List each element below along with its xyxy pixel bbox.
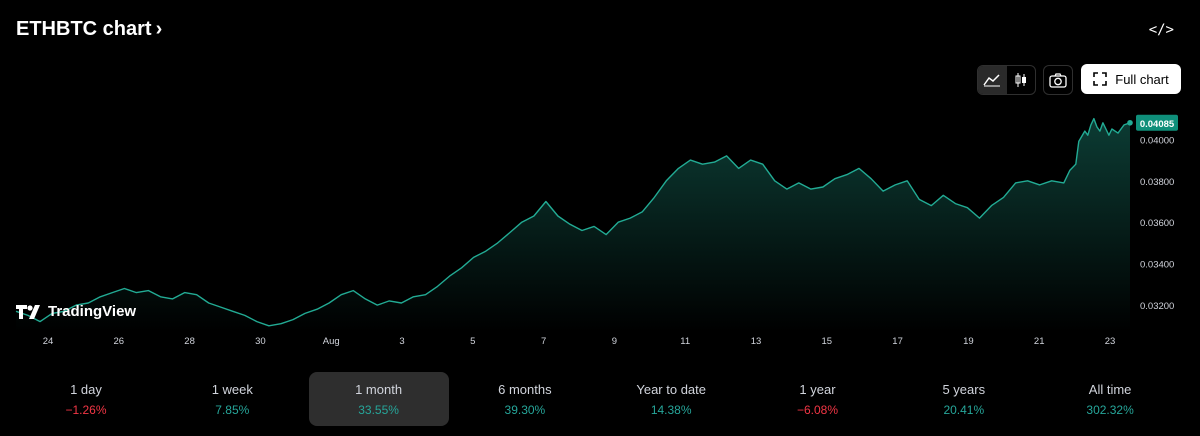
- period-tab[interactable]: 1 week 7.85%: [162, 372, 302, 426]
- x-tick-label: 5: [470, 336, 475, 347]
- x-tick-label: 24: [43, 336, 54, 347]
- y-tick-label: 0.03200: [1140, 301, 1174, 312]
- period-change: 39.30%: [504, 403, 546, 417]
- period-selector: 1 day −1.26% 1 week 7.85% 1 month 33.55% 6 mon…: [0, 372, 1200, 426]
- x-tick-label: 30: [255, 336, 266, 347]
- period-label: 1 week: [211, 382, 253, 397]
- period-change: −6.08%: [796, 403, 839, 417]
- period-change: 33.55%: [358, 403, 399, 417]
- y-tick-label: 0.04000: [1140, 135, 1174, 146]
- candlestick-icon[interactable]: [1007, 66, 1036, 94]
- period-label: 1 year: [799, 382, 836, 397]
- x-tick-label: 7: [541, 336, 546, 347]
- x-tick-label: 3: [399, 336, 404, 347]
- full-chart-label: Full chart: [1115, 71, 1169, 87]
- x-tick-label: 11: [680, 336, 690, 347]
- period-change: 20.41%: [943, 403, 985, 417]
- last-price-badge: [1136, 114, 1178, 131]
- x-tick-label: 23: [1105, 336, 1116, 347]
- x-tick-label: 9: [612, 336, 617, 347]
- embed-code-icon[interactable]: </>: [1148, 22, 1174, 38]
- period-tab[interactable]: 1 month 33.55%: [308, 372, 449, 426]
- price-chart[interactable]: 0.03200 0.03400 0.03600 0.03800 0.04000 0.040…: [0, 100, 1200, 360]
- tradingview-logo-text: TradingView: [48, 303, 137, 320]
- x-tick-label: 13: [751, 336, 762, 347]
- x-tick-label: 21: [1034, 336, 1045, 347]
- expand-icon: [1093, 72, 1108, 86]
- period-tab[interactable]: Year to date 14.38%: [601, 372, 741, 426]
- last-price-label: 0.04085: [1140, 119, 1175, 130]
- period-label: All time: [1088, 382, 1132, 397]
- period-tab[interactable]: 5 years 20.41%: [894, 372, 1034, 426]
- period-change: 302.32%: [1086, 403, 1134, 417]
- tradingview-logo[interactable]: TradingView: [16, 303, 136, 320]
- x-tick-label: 28: [184, 336, 195, 347]
- period-tab[interactable]: 1 day −1.26%: [16, 372, 156, 426]
- x-tick-label: 17: [892, 336, 903, 347]
- x-tick-label: Aug: [323, 336, 340, 347]
- period-label: 6 months: [498, 382, 552, 397]
- page-title-text: ETHBTC chart: [16, 18, 152, 40]
- price-area: [16, 118, 1130, 332]
- price-line: [15, 117, 1131, 327]
- page-title[interactable]: ETHBTC chart ›: [16, 18, 162, 41]
- camera-icon[interactable]: [1043, 65, 1073, 95]
- period-tab[interactable]: 6 months 39.30%: [455, 372, 595, 426]
- y-tick-label: 0.03400: [1140, 260, 1174, 271]
- period-label: 1 month: [355, 382, 403, 397]
- chevron-right-icon: ›: [155, 18, 163, 40]
- period-tab[interactable]: All time 302.32%: [1040, 372, 1180, 426]
- period-change: 14.38%: [650, 403, 692, 417]
- period-change: 7.85%: [215, 403, 250, 417]
- full-chart-button[interactable]: Full chart: [1081, 64, 1181, 94]
- period-change: −1.26%: [65, 403, 107, 417]
- x-tick-label: 15: [822, 336, 833, 347]
- tradingview-logo-icon: [16, 304, 40, 319]
- period-label: Year to date: [636, 382, 706, 397]
- x-tick-label: 19: [963, 336, 974, 347]
- y-tick-label: 0.03600: [1140, 218, 1174, 229]
- area-chart-icon[interactable]: [978, 66, 1007, 94]
- chart-type-switcher: [977, 65, 1036, 95]
- period-label: 1 day: [70, 382, 102, 397]
- period-label: 5 years: [942, 382, 986, 397]
- last-price-dot: [1127, 119, 1133, 126]
- period-tab[interactable]: 1 year −6.08%: [748, 372, 888, 426]
- y-tick-label: 0.03800: [1140, 177, 1174, 188]
- x-tick-label: 26: [114, 336, 125, 347]
